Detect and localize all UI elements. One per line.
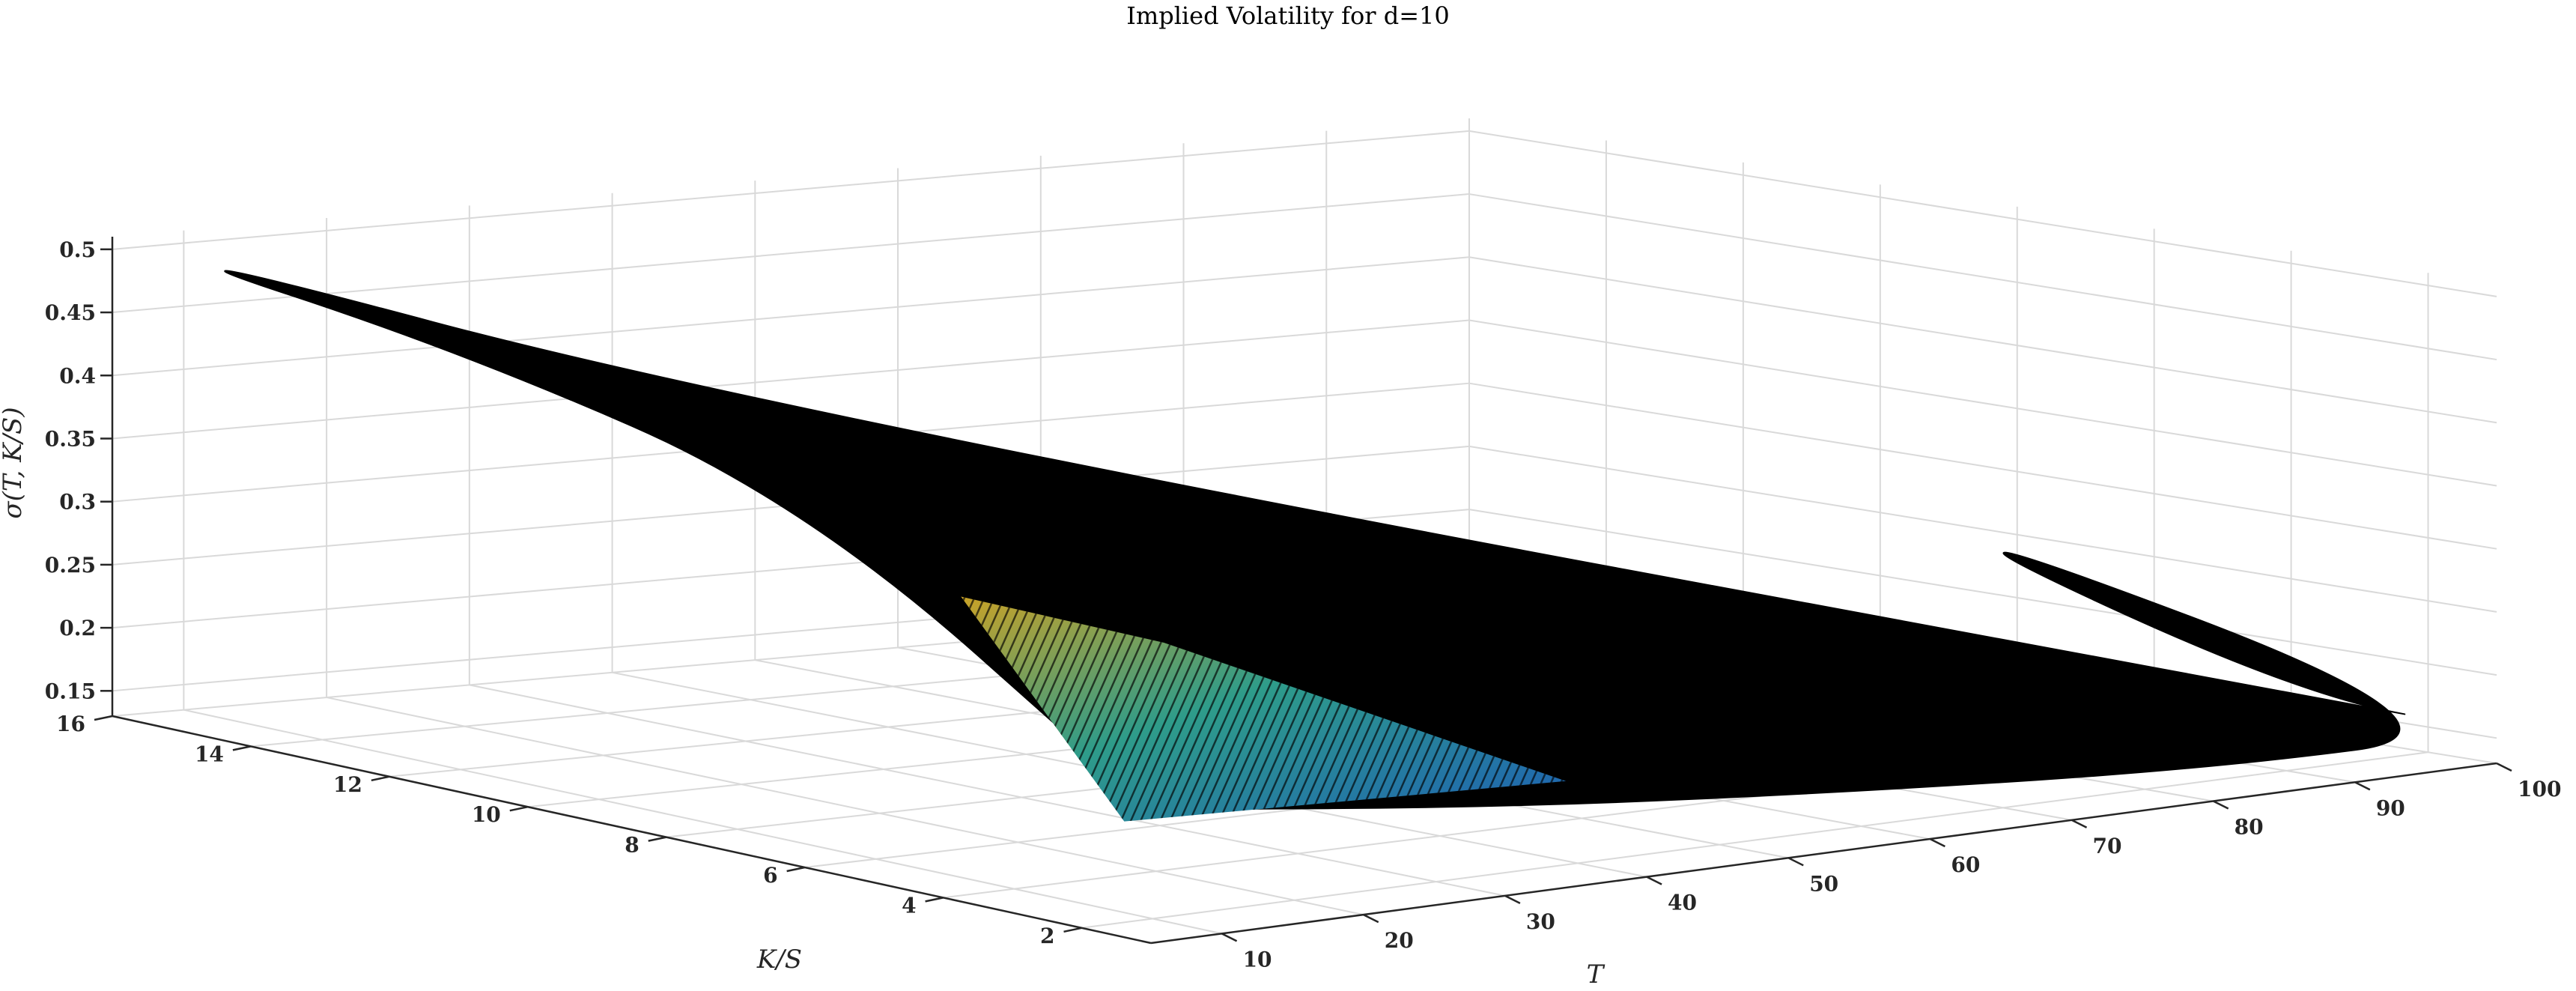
x-tick-label: 30: [1526, 909, 1555, 934]
z-tick-label: 0.35: [45, 426, 96, 451]
z-axis-label: σ(T, K/S): [0, 407, 28, 518]
z-tick-label: 0.2: [59, 616, 96, 640]
x-tick-mark: [1787, 857, 1804, 867]
grid-line: [326, 697, 1364, 916]
grid-line: [183, 709, 1222, 935]
y-tick-mark: [94, 715, 113, 721]
y-axis-label: K/S: [756, 945, 802, 975]
x-tick-label: 20: [1385, 928, 1414, 953]
x-tick-mark: [2496, 762, 2512, 772]
x-tick-mark: [1504, 894, 1521, 904]
y-tick-mark: [371, 775, 390, 782]
y-tick-label: 16: [56, 712, 85, 736]
x-axis-line: [1150, 762, 2497, 945]
y-tick-label: 12: [333, 772, 362, 797]
grid-line: [1081, 751, 2428, 929]
z-tick-label: 0.4: [59, 363, 96, 388]
grid-line: [1468, 509, 2497, 676]
x-tick-mark: [1646, 876, 1662, 885]
y-tick-label: 14: [195, 742, 224, 766]
y-tick-label: 8: [625, 833, 639, 858]
grid-line: [469, 684, 1506, 897]
y-tick-label: 10: [472, 802, 501, 827]
grid-line: [112, 130, 1470, 250]
x-tick-mark: [1363, 913, 1379, 924]
y-tick-mark: [925, 897, 944, 903]
x-tick-mark: [2354, 781, 2371, 791]
z-tick-label: 0.15: [45, 679, 96, 703]
grid-line: [1468, 319, 2497, 487]
surface-body: [224, 270, 2406, 810]
ticks: 0.15 0.2 0.25 0.3 0.35 0.4 0.45 0.5 2 4 6 8 10 12 14 16…: [45, 237, 2562, 972]
y-tick-label: 2: [1040, 924, 1054, 948]
x-tick-label: 40: [1668, 891, 1697, 915]
x-tick-mark: [1221, 933, 1238, 942]
grid-line: [1468, 445, 2497, 613]
x-axis-label: T: [1587, 960, 1606, 990]
x-tick-label: 100: [2518, 777, 2561, 801]
z-tick-label: 0.3: [59, 490, 96, 515]
x-tick-label: 80: [2235, 815, 2264, 840]
grid-line: [112, 193, 1470, 314]
axes: [111, 237, 2497, 945]
z-tick-label: 0.5: [59, 237, 96, 262]
grid-line: [112, 256, 1470, 377]
x-tick-mark: [2071, 819, 2088, 828]
grid-line: [1468, 256, 2497, 424]
x-tick-label: 90: [2376, 795, 2405, 820]
y-tick-mark: [509, 805, 529, 812]
x-tick-mark: [1929, 837, 1945, 848]
y-tick-mark: [648, 836, 666, 842]
surface-patch-mesh: [961, 596, 1567, 822]
y-tick-mark: [232, 745, 252, 751]
x-tick-mark: [2213, 800, 2229, 810]
chart-title: Implied Volatility for d=10: [1126, 1, 1450, 30]
y-tick-mark: [1063, 927, 1082, 933]
z-tick-label: 0.25: [45, 553, 96, 578]
y-tick-label: 4: [902, 893, 916, 918]
x-tick-label: 10: [1243, 947, 1272, 972]
z-tick-label: 0.45: [45, 300, 96, 325]
volatility-surface: [224, 270, 2406, 822]
grid-line: [1468, 382, 2497, 550]
y-tick-mark: [786, 866, 805, 873]
y-axis-line: [112, 715, 1152, 945]
grid-line: [112, 319, 1470, 440]
y-tick-label: 6: [763, 863, 777, 888]
x-tick-label: 70: [2093, 834, 2122, 858]
grid-line: [1468, 193, 2497, 361]
x-tick-label: 60: [1951, 852, 1980, 877]
grid-line: [1468, 130, 2497, 297]
x-tick-label: 50: [1809, 871, 1838, 896]
